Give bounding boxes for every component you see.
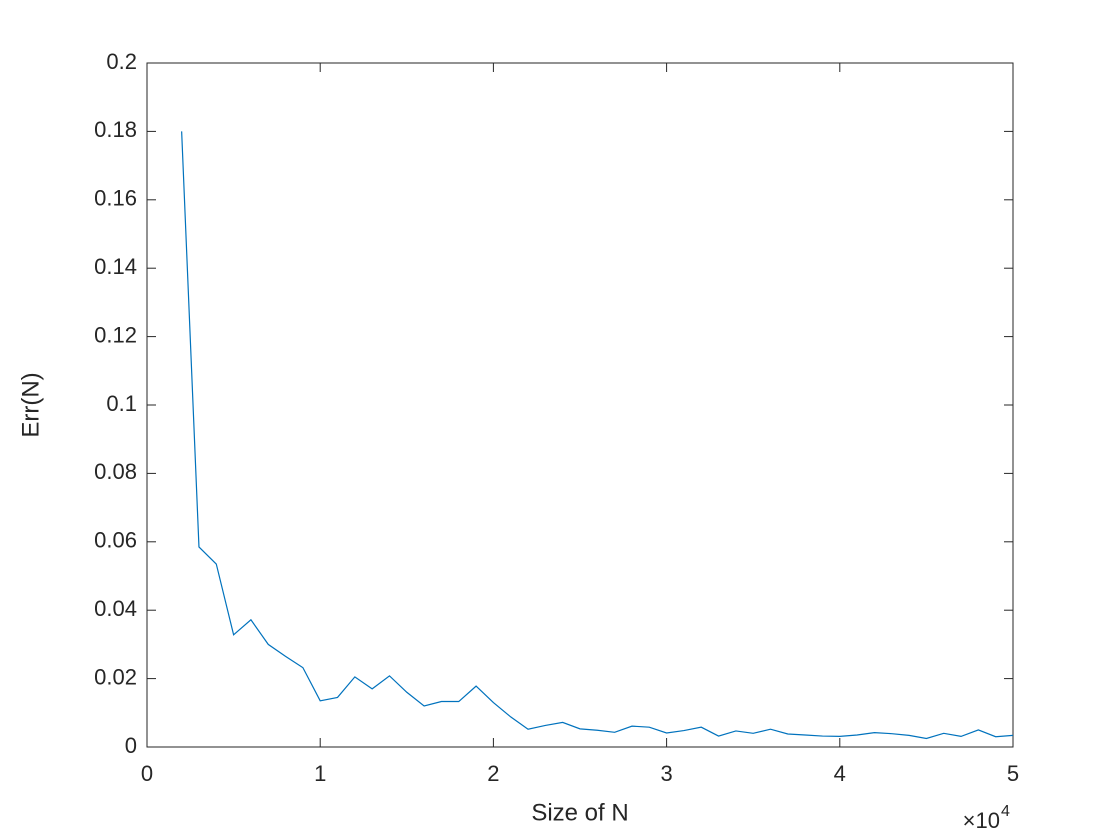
x-exponent-base: ×10 [963, 808, 1000, 833]
x-tick-label: 3 [660, 761, 672, 786]
y-tick-label: 0.2 [106, 49, 137, 74]
y-tick-label: 0.04 [94, 596, 137, 621]
y-tick-label: 0.06 [94, 528, 137, 553]
x-axis-label: Size of N [531, 799, 628, 826]
y-axis-label: Err(N) [17, 372, 44, 437]
y-tick-label: 0.08 [94, 459, 137, 484]
y-tick-label: 0.16 [94, 186, 137, 211]
x-tick-label: 0 [141, 761, 153, 786]
x-tick-label: 2 [487, 761, 499, 786]
y-tick-label: 0.12 [94, 322, 137, 347]
y-tick-label: 0 [125, 733, 137, 758]
x-tick-label: 4 [834, 761, 846, 786]
line-series [181, 131, 1014, 740]
y-tick-label: 0.02 [94, 664, 137, 689]
x-tick-label: 5 [1007, 761, 1019, 786]
y-tick-label: 0.18 [94, 117, 137, 142]
y-tick-label: 0.14 [94, 254, 137, 279]
y-tick-label: 0.1 [106, 391, 137, 416]
x-exponent: 4 [1001, 803, 1010, 820]
x-tick-label: 1 [314, 761, 326, 786]
axes-box [146, 62, 1014, 748]
